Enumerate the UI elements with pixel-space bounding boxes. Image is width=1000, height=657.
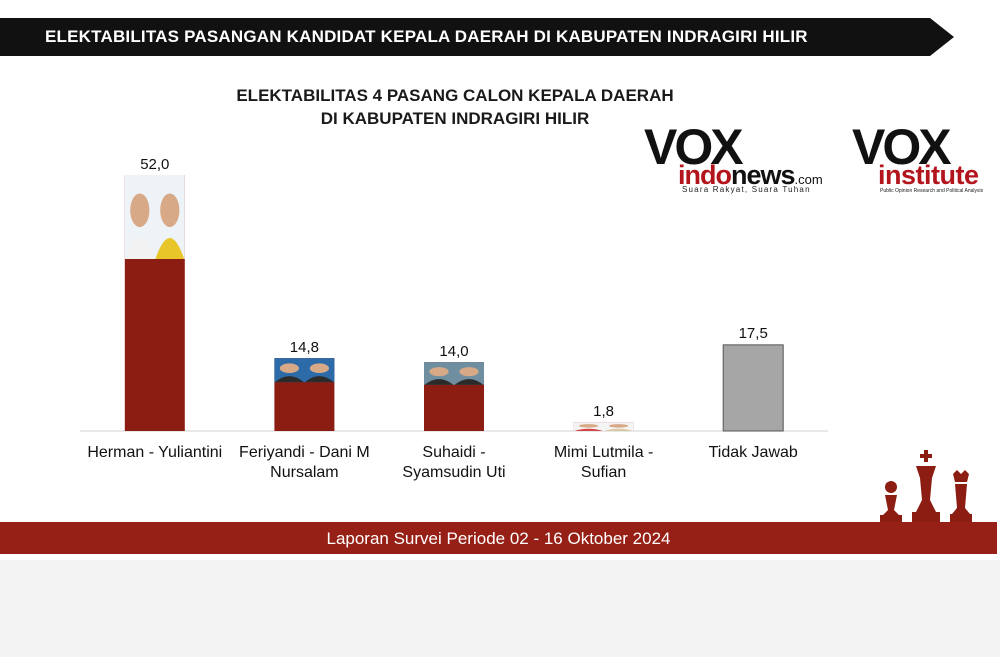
voxindonews-logo: VOX indonews.com Suara Rakyat, Suara Tuh… [644,119,823,194]
category-label-5: Tidak Jawab [709,444,798,461]
category-label-3: Syamsudin Uti [402,464,505,481]
banner-title: ELEKTABILITAS PASANGAN KANDIDAT KEPALA D… [45,27,808,46]
value-label-1: 52,0 [140,156,169,173]
candidate-photo-1 [124,175,185,259]
chart-title-line-1: ELEKTABILITAS 4 PASANG CALON KEPALA DAER… [236,86,674,105]
category-label-2: Nursalam [270,464,338,481]
value-label-4: 1,8 [593,403,614,420]
footer-text: Laporan Survei Periode 02 - 16 Oktober 2… [326,529,671,548]
bar-chart: 52,0 Herman - Yuliantini 14,8 Feriyandi - D… [80,156,828,481]
voxinstitute-logo: VOX institute Public Opinion Research an… [852,119,984,194]
chart-title: ELEKTABILITAS 4 PASANG CALON KEPALA DAER… [150,84,760,130]
value-label-5: 17,5 [739,325,768,342]
footer-bar [0,522,997,554]
category-label-4: Mimi Lutmila - [554,444,654,461]
value-label-3: 14,0 [439,343,468,360]
chess-pieces-icon [880,450,972,523]
category-label-4: Sufian [581,464,626,481]
chart-title-line-2: DI KABUPATEN INDRAGIRI HILIR [320,109,590,128]
candidate-photo-2 [274,358,335,383]
header-banner [0,18,930,56]
banner-arrow [930,18,954,56]
value-label-2: 14,8 [290,339,319,356]
category-label-3: Suhaidi - [422,444,485,461]
bar-5 [722,344,784,432]
category-label-1: Herman - Yuliantini [87,444,222,461]
category-label-2: Feriyandi - Dani M [239,444,370,461]
candidate-photo-4 [573,422,634,431]
background-pattern [0,560,1000,657]
candidate-photo-3 [424,362,484,385]
